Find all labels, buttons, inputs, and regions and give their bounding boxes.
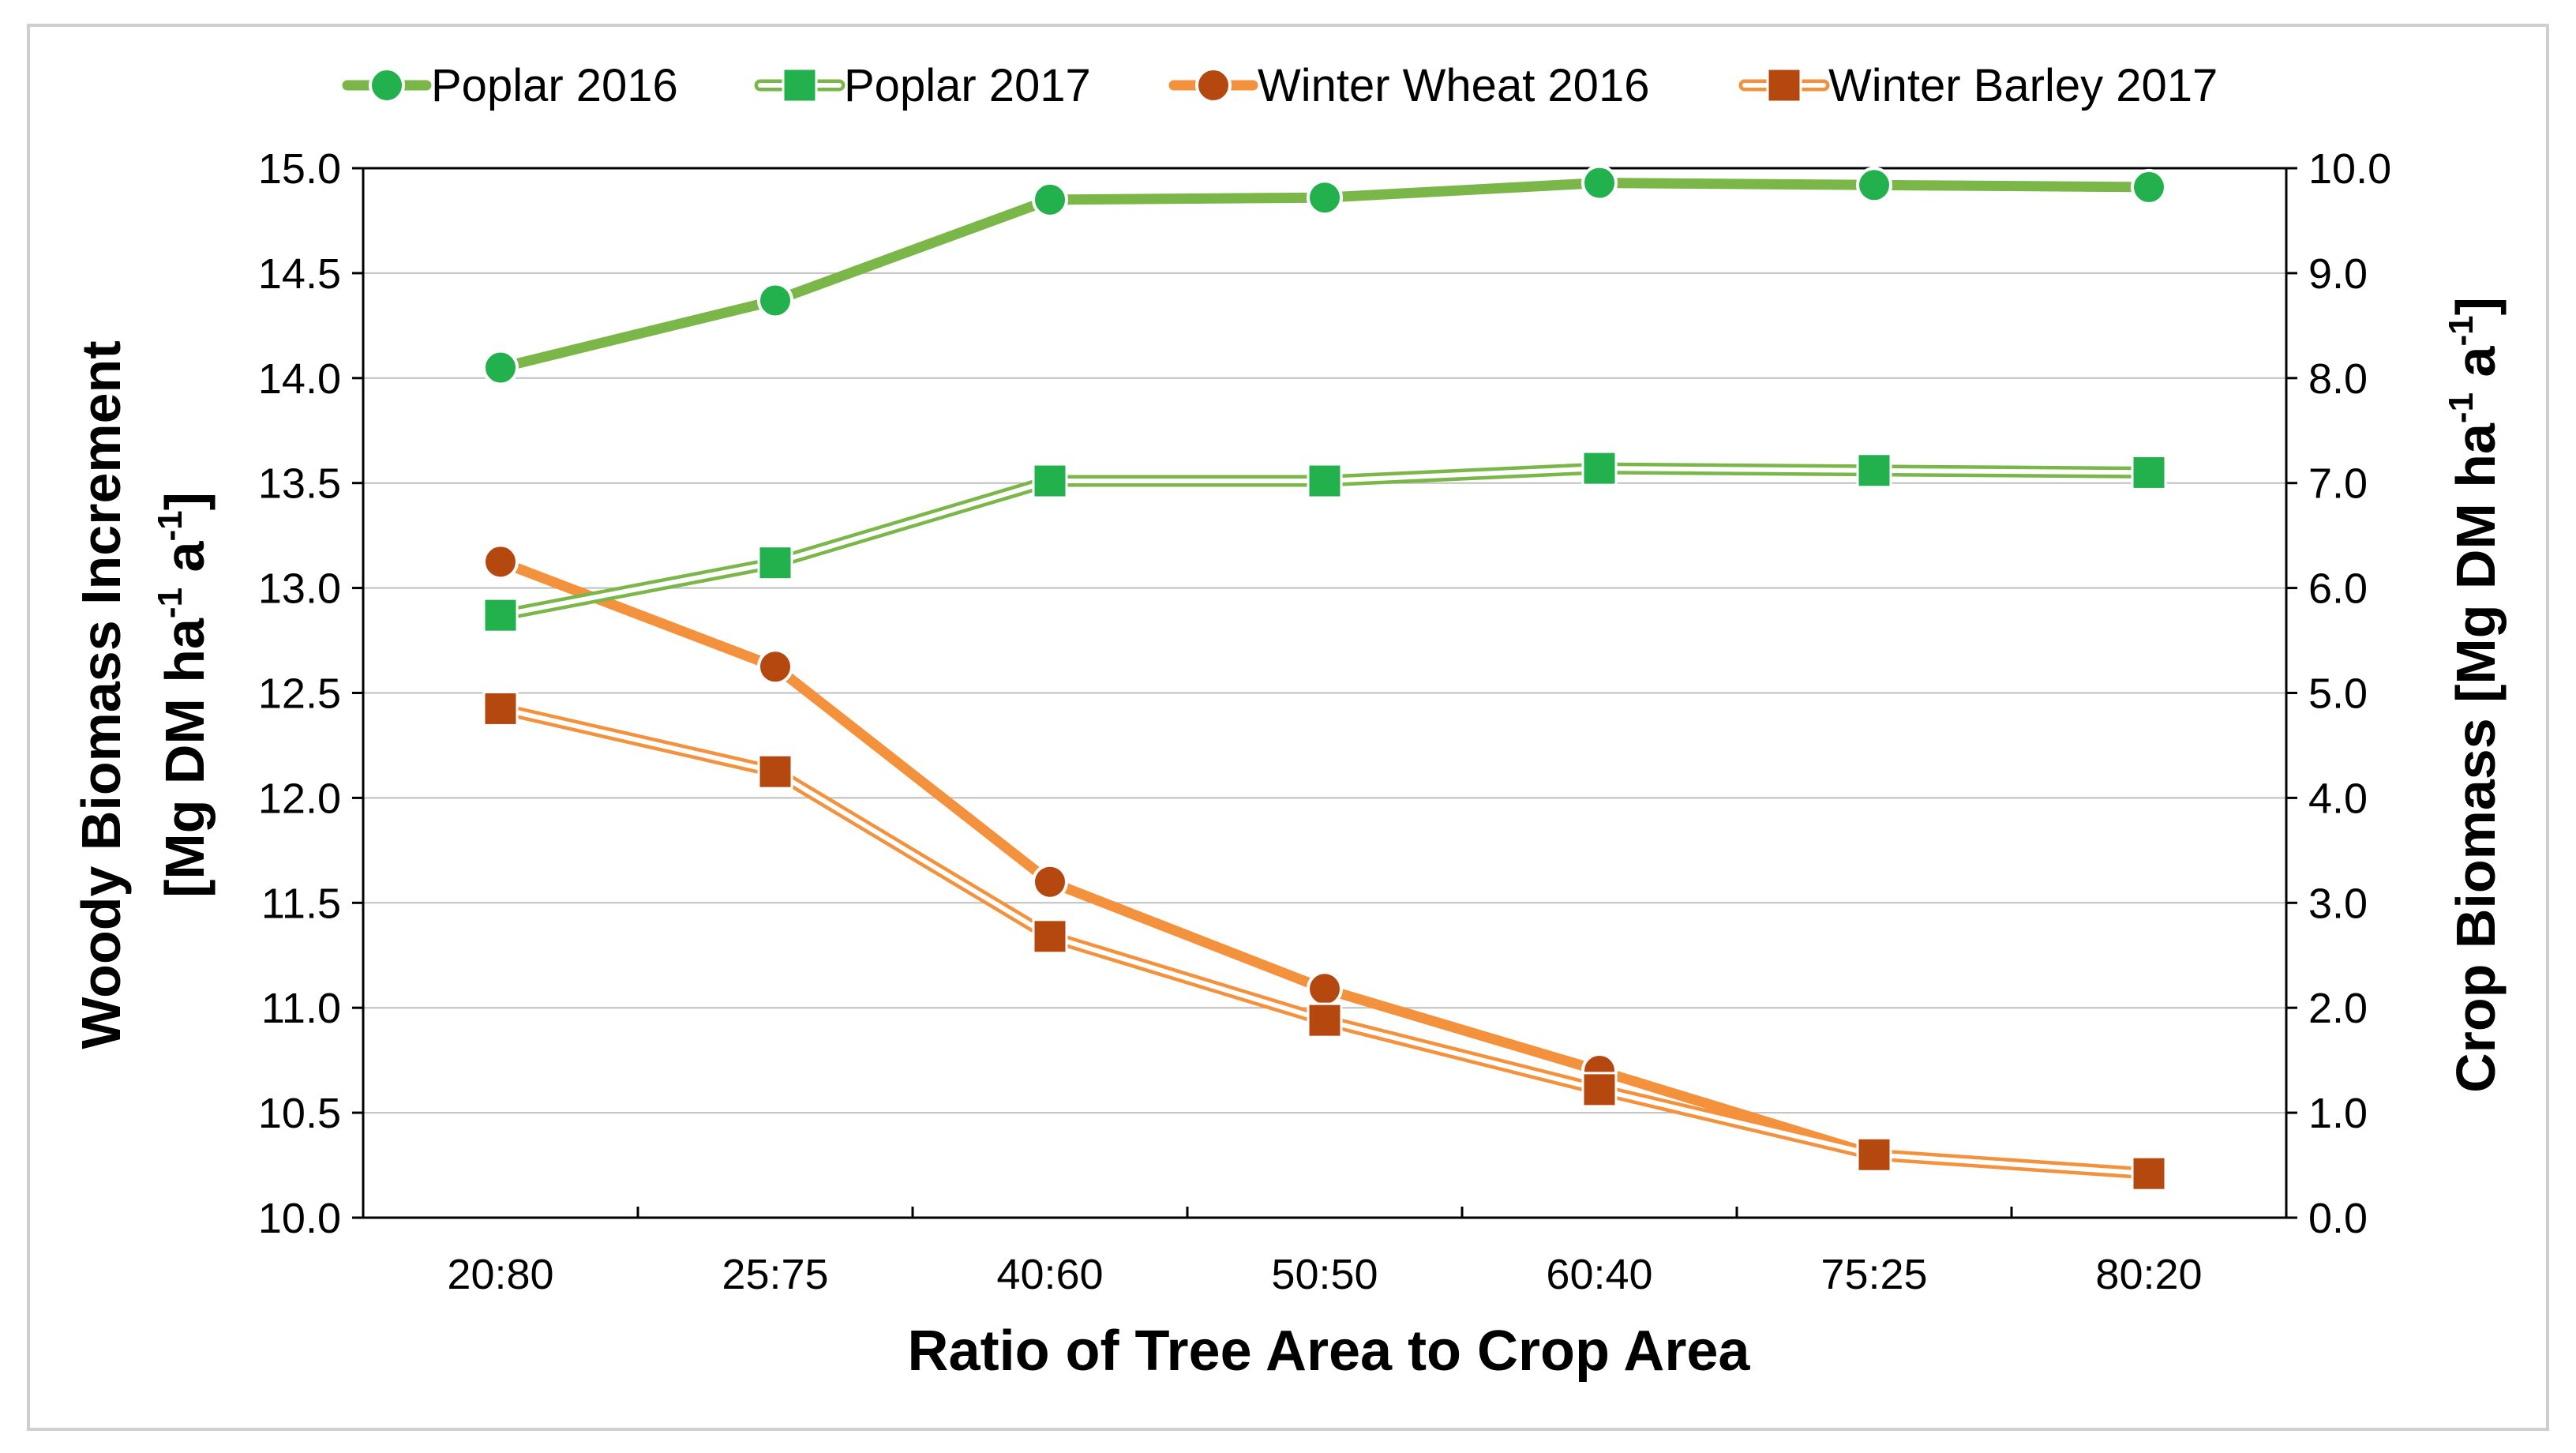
legend-label: Winter Wheat 2016 bbox=[1258, 60, 1649, 111]
y-axis-right-main: Crop Biomass bbox=[2445, 703, 2507, 1093]
legend-item-poplar-2017: Poplar 2017 bbox=[754, 60, 1091, 111]
data-point-winter-wheat-2016 bbox=[757, 648, 793, 685]
y-right-tick-label: 4.0 bbox=[2308, 775, 2368, 822]
legend-item-poplar-2016: Poplar 2016 bbox=[342, 60, 678, 111]
series-poplar-2017 bbox=[482, 450, 2167, 633]
y-right-tick-label: 6.0 bbox=[2308, 565, 2368, 613]
y-axis-left-unit-exp2: -1 bbox=[151, 510, 189, 541]
legend-marker-winter-barley-2017 bbox=[1766, 67, 1802, 103]
series-line-winter-wheat-2016 bbox=[495, 556, 2154, 1179]
chart-frame bbox=[27, 24, 2549, 1431]
y-axis-left-unit-exp1: -1 bbox=[151, 588, 189, 618]
y-left-tick-label: 14.5 bbox=[258, 250, 341, 298]
data-point-poplar-2017 bbox=[1032, 463, 1068, 499]
data-point-poplar-2017 bbox=[2131, 454, 2167, 490]
data-point-poplar-2016 bbox=[2131, 168, 2167, 205]
data-point-poplar-2017 bbox=[482, 597, 519, 633]
y-left-tick-label: 11.0 bbox=[261, 985, 341, 1032]
data-point-poplar-2016 bbox=[757, 282, 793, 319]
y-axis-right-unit-prefix: [Mg DM ha bbox=[2445, 422, 2507, 703]
y-left-tick-label: 14.0 bbox=[258, 355, 341, 403]
y-axis-right-title: Crop Biomass [Mg DM ha-1 a-1] bbox=[2442, 297, 2507, 1093]
x-tick-label: 75:25 bbox=[1820, 1251, 1927, 1298]
legend-label: Poplar 2016 bbox=[431, 60, 678, 111]
data-point-winter-barley-2017 bbox=[1856, 1136, 1892, 1173]
y-right-tick-label: 10.0 bbox=[2308, 145, 2391, 193]
x-tick-label: 20:80 bbox=[447, 1251, 553, 1298]
y-right-tick-label: 0.0 bbox=[2308, 1195, 2368, 1242]
legend-item-winter-barley-2017: Winter Barley 2017 bbox=[1738, 60, 2218, 111]
y-right-tick-label: 3.0 bbox=[2308, 880, 2368, 927]
x-tick-label: 40:60 bbox=[996, 1251, 1103, 1298]
y-right-tick-label: 2.0 bbox=[2308, 985, 2368, 1032]
y-axis-right-unit-mid: a bbox=[2445, 345, 2507, 392]
legend-label: Poplar 2017 bbox=[844, 60, 1091, 111]
y-axis-left-unit-mid: a bbox=[154, 540, 216, 587]
legend-label: Winter Barley 2017 bbox=[1828, 60, 2218, 111]
data-point-poplar-2017 bbox=[757, 545, 793, 581]
data-point-winter-wheat-2016 bbox=[482, 543, 519, 580]
y-axis-left-unit-suffix: ] bbox=[154, 492, 216, 510]
gridlines bbox=[363, 272, 2286, 1114]
data-point-poplar-2017 bbox=[1856, 452, 1892, 489]
series-winter-barley-2017 bbox=[482, 690, 2167, 1192]
y-axis-right-unit-suffix: ] bbox=[2445, 297, 2507, 315]
y-left-tick-label: 12.5 bbox=[258, 670, 341, 718]
data-point-poplar-2016 bbox=[482, 349, 519, 386]
data-point-winter-barley-2017 bbox=[1581, 1072, 1618, 1108]
data-point-winter-barley-2017 bbox=[482, 690, 519, 726]
axis-ticks: 10.0 10.5 11.0 11.5 12.0 12.5 13.0 13.5 14.0 14.5… bbox=[258, 145, 2391, 1298]
series-poplar-2016 bbox=[482, 164, 2167, 386]
data-point-winter-wheat-2016 bbox=[1307, 971, 1343, 1008]
x-tick-label: 60:40 bbox=[1546, 1251, 1652, 1298]
x-tick-label: 80:20 bbox=[2095, 1251, 2202, 1298]
y-axis-left-title: Woody Biomass Increment bbox=[70, 340, 132, 1049]
legend: Poplar 2016 Poplar 2017 Winter Wheat 2016 W… bbox=[342, 60, 2218, 111]
y-right-tick-label: 8.0 bbox=[2308, 355, 2368, 403]
y-right-tick-label: 5.0 bbox=[2308, 670, 2368, 718]
y-axis-left-unit: [Mg DM ha-1 a-1] bbox=[151, 492, 216, 898]
y-left-tick-label: 13.0 bbox=[258, 565, 341, 613]
y-axis-right-unit-exp2: -1 bbox=[2442, 315, 2480, 346]
y-left-tick-label: 13.5 bbox=[258, 460, 341, 508]
y-axis-left-unit-prefix: [Mg DM ha bbox=[154, 618, 216, 898]
x-axis-title: Ratio of Tree Area to Crop Area bbox=[908, 1320, 1751, 1383]
legend-marker-winter-wheat-2016 bbox=[1195, 67, 1232, 103]
data-point-poplar-2016 bbox=[1856, 167, 1892, 204]
legend-item-winter-wheat-2016: Winter Wheat 2016 bbox=[1168, 60, 1649, 111]
y-left-tick-label: 10.0 bbox=[258, 1195, 341, 1242]
data-point-poplar-2016 bbox=[1032, 181, 1068, 218]
y-right-tick-label: 1.0 bbox=[2308, 1090, 2368, 1137]
x-tick-label: 50:50 bbox=[1271, 1251, 1378, 1298]
series-line-winter-barley-2017 bbox=[494, 702, 2155, 1180]
data-point-poplar-2016 bbox=[1307, 179, 1343, 216]
data-point-winter-barley-2017 bbox=[1032, 918, 1068, 955]
data-point-poplar-2017 bbox=[1307, 463, 1343, 499]
data-point-winter-barley-2017 bbox=[2131, 1155, 2167, 1192]
y-left-tick-label: 12.0 bbox=[258, 775, 341, 822]
y-left-tick-label: 15.0 bbox=[258, 145, 341, 193]
legend-marker-poplar-2016 bbox=[369, 67, 405, 103]
y-right-tick-label: 9.0 bbox=[2308, 250, 2368, 298]
x-tick-label: 25:75 bbox=[722, 1251, 828, 1298]
series-winter-wheat-2016 bbox=[482, 543, 2167, 1192]
data-point-winter-barley-2017 bbox=[1307, 1002, 1343, 1038]
series-layer bbox=[482, 164, 2167, 1192]
y-left-tick-label: 11.5 bbox=[261, 880, 341, 927]
y-axis-right-unit-exp1: -1 bbox=[2442, 392, 2480, 423]
legend-marker-poplar-2017 bbox=[782, 67, 818, 103]
y-left-tick-label: 10.5 bbox=[258, 1090, 341, 1137]
data-point-poplar-2016 bbox=[1581, 164, 1618, 201]
data-point-winter-barley-2017 bbox=[757, 753, 793, 790]
series-line-winter-barley-2017-inner bbox=[498, 706, 2151, 1177]
data-point-poplar-2017 bbox=[1581, 450, 1618, 486]
data-point-winter-wheat-2016 bbox=[1032, 863, 1068, 900]
y-right-tick-label: 7.0 bbox=[2308, 460, 2368, 508]
